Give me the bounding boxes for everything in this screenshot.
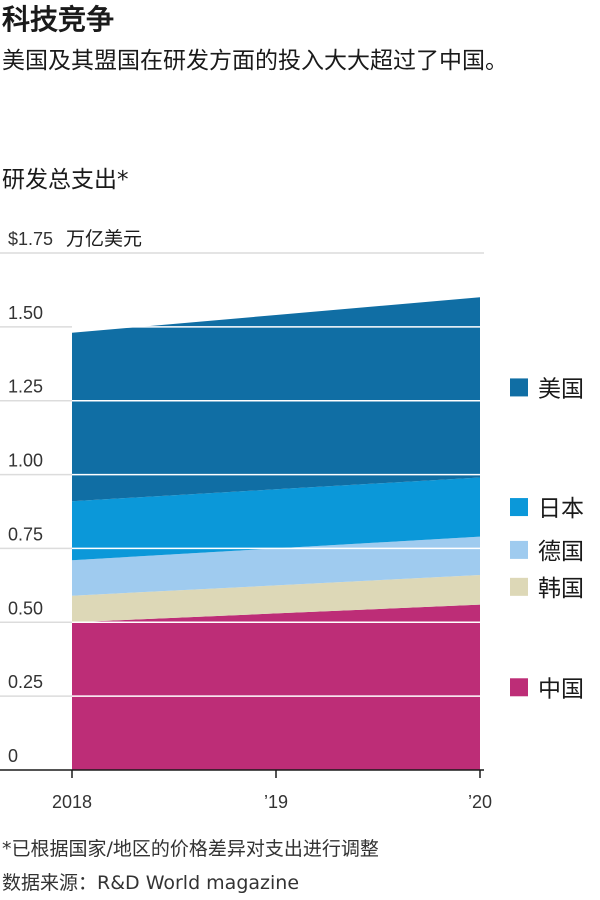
x-axis: 2018 ’19 ’20 xyxy=(0,769,492,812)
legend-item-germany: 德国 xyxy=(510,539,584,565)
legend-label: 中国 xyxy=(538,676,584,702)
y-tick-label: 1.00 xyxy=(8,451,43,471)
y-tick-labels: 0 0.25 0.50 0.75 1.00 1.25 1.50 $1.75 xyxy=(8,229,53,766)
legend-label: 德国 xyxy=(538,539,584,565)
x-tick-label: ’20 xyxy=(468,792,492,812)
area-united-states xyxy=(72,297,480,502)
legend: 中国 韩国 德国 日本 美国 xyxy=(510,376,584,702)
area-china xyxy=(72,604,480,770)
area-south-korea xyxy=(72,575,480,623)
y-tick-label: $1.75 xyxy=(8,229,53,249)
area-germany xyxy=(72,536,480,596)
y-tick-label: 1.25 xyxy=(8,377,43,397)
legend-swatch xyxy=(510,498,528,517)
legend-swatch xyxy=(510,678,528,697)
x-tick-label: 2018 xyxy=(52,792,92,812)
y-tick-label: 0.75 xyxy=(8,524,43,544)
legend-label: 韩国 xyxy=(538,576,584,602)
y-tick-label: 1.50 xyxy=(8,303,43,323)
x-tick-label: ’19 xyxy=(264,792,288,812)
legend-label: 日本 xyxy=(538,496,584,522)
gridlines xyxy=(0,252,484,697)
chart-title: 科技竞争 xyxy=(2,3,115,36)
area-japan xyxy=(72,477,480,561)
y-unit-label: 万亿美元 xyxy=(66,228,142,250)
y-tick-label: 0.25 xyxy=(8,672,43,692)
footnote: *已根据国家/地区的价格差异对支出进行调整 xyxy=(2,838,379,860)
source-note: 数据来源：R&D World magazine xyxy=(2,872,300,894)
legend-label: 美国 xyxy=(538,376,584,402)
area-layer xyxy=(72,297,480,770)
legend-item-united-states: 美国 xyxy=(510,376,584,402)
legend-swatch xyxy=(510,577,528,596)
legend-swatch xyxy=(510,540,528,559)
y-tick-label: 0.50 xyxy=(8,598,43,618)
chart-subtitle: 美国及其盟国在研发方面的投入大大超过了中国。 xyxy=(2,48,508,74)
y-tick-label: 0 xyxy=(8,746,18,766)
legend-swatch xyxy=(510,378,528,397)
legend-item-japan: 日本 xyxy=(510,496,584,522)
legend-item-china: 中国 xyxy=(510,676,584,702)
legend-item-south-korea: 韩国 xyxy=(510,576,584,602)
y-axis-title: 研发总支出* xyxy=(2,167,129,193)
